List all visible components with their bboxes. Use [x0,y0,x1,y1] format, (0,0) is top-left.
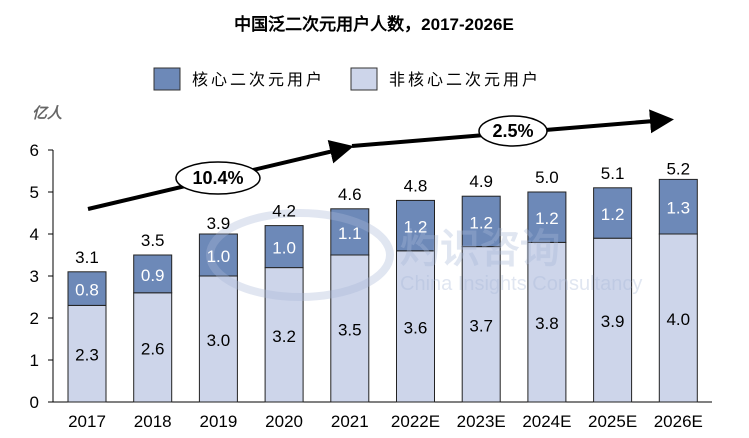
label-total: 5.1 [601,164,625,183]
label-total: 3.9 [207,214,231,233]
label-total: 4.6 [338,185,362,204]
legend-swatch-noncore [350,67,378,91]
label-noncore: 3.5 [338,321,362,340]
label-noncore: 3.9 [601,312,625,331]
cagr-arrows: 10.4% 2.5% [87,109,674,211]
bar-noncore [658,233,698,403]
label-total: 3.5 [141,231,165,250]
label-noncore: 3.0 [207,331,231,350]
bar-noncore [67,304,107,403]
label-noncore: 3.7 [469,316,493,335]
label-core: 0.9 [141,266,165,285]
bar-core [527,191,567,243]
legend-label-noncore: 非核心二次元用户 [389,71,541,89]
bar-core [658,178,698,235]
bar-core [133,254,173,294]
bar-core [198,233,238,277]
label-core: 1.3 [666,199,690,218]
label-noncore: 2.3 [75,346,99,365]
label-total: 5.2 [666,160,690,179]
y-tick-label: 5 [30,183,39,202]
y-tick-label: 4 [30,225,39,244]
x-tick-label: 2018 [134,412,172,431]
cagr-label-2: 2.5% [492,121,533,141]
bar-noncore [527,241,567,403]
label-noncore: 2.6 [141,339,165,358]
watermark-cn: 灼识咨询 [400,227,560,271]
label-total: 4.8 [404,176,428,195]
x-tick-label: 2022E [391,412,440,431]
y-tick-label: 2 [30,309,39,328]
x-tick-label: 2023E [457,412,506,431]
bar-core [461,195,501,248]
watermark: 灼识咨询 China Insights Consultancy [206,209,642,301]
watermark-en: China Insights Consultancy [400,273,642,295]
cagr-bubble-1 [175,161,261,195]
label-noncore: 3.8 [535,314,559,333]
y-tick-label: 3 [30,267,39,286]
label-total: 5.0 [535,168,559,187]
x-tick-label: 2026E [654,412,703,431]
x-tick-label: 2025E [588,412,637,431]
bar-core [67,271,107,306]
bar-noncore [198,275,238,403]
label-core: 1.2 [535,209,559,228]
label-core: 1.0 [272,239,296,258]
x-tick-label: 2017 [68,412,106,431]
y-tick-label: 0 [30,393,39,412]
label-core: 1.2 [404,218,428,237]
label-core: 1.2 [469,213,493,232]
label-total: 4.2 [272,202,296,221]
label-core: 0.8 [75,281,99,300]
label-noncore: 4.0 [666,310,690,329]
bar-core [330,208,370,256]
label-total: 3.1 [75,248,99,267]
bar-noncore [593,237,633,403]
legend-label-core: 核心二次元用户 [192,71,325,89]
legend: 核心二次元用户 非核心二次元用户 [153,67,541,91]
label-core: 1.1 [338,224,362,243]
y-axis-unit: 亿人 [32,105,63,122]
label-core: 1.2 [601,205,625,224]
bar-core [593,187,633,239]
cagr-label-1: 10.4% [192,168,243,188]
label-total: 4.9 [469,172,493,191]
y-tick-label: 1 [30,351,39,370]
cagr-bubble-2 [478,115,548,147]
bar-core [396,199,435,252]
bar-noncore [330,254,370,403]
y-tick-label: 6 [30,141,39,160]
x-tick-label: 2020 [265,412,303,431]
x-tick-label: 2019 [199,412,237,431]
label-noncore: 3.6 [404,318,428,337]
x-tick-label: 2021 [331,412,369,431]
x-tick-label: 2024E [522,412,571,431]
legend-swatch-core [153,67,181,91]
chart-title: 中国泛二次元用户人数，2017-2026E [234,14,514,34]
label-noncore: 3.2 [272,327,296,346]
label-core: 1.0 [207,247,231,266]
bar-core [264,225,304,269]
